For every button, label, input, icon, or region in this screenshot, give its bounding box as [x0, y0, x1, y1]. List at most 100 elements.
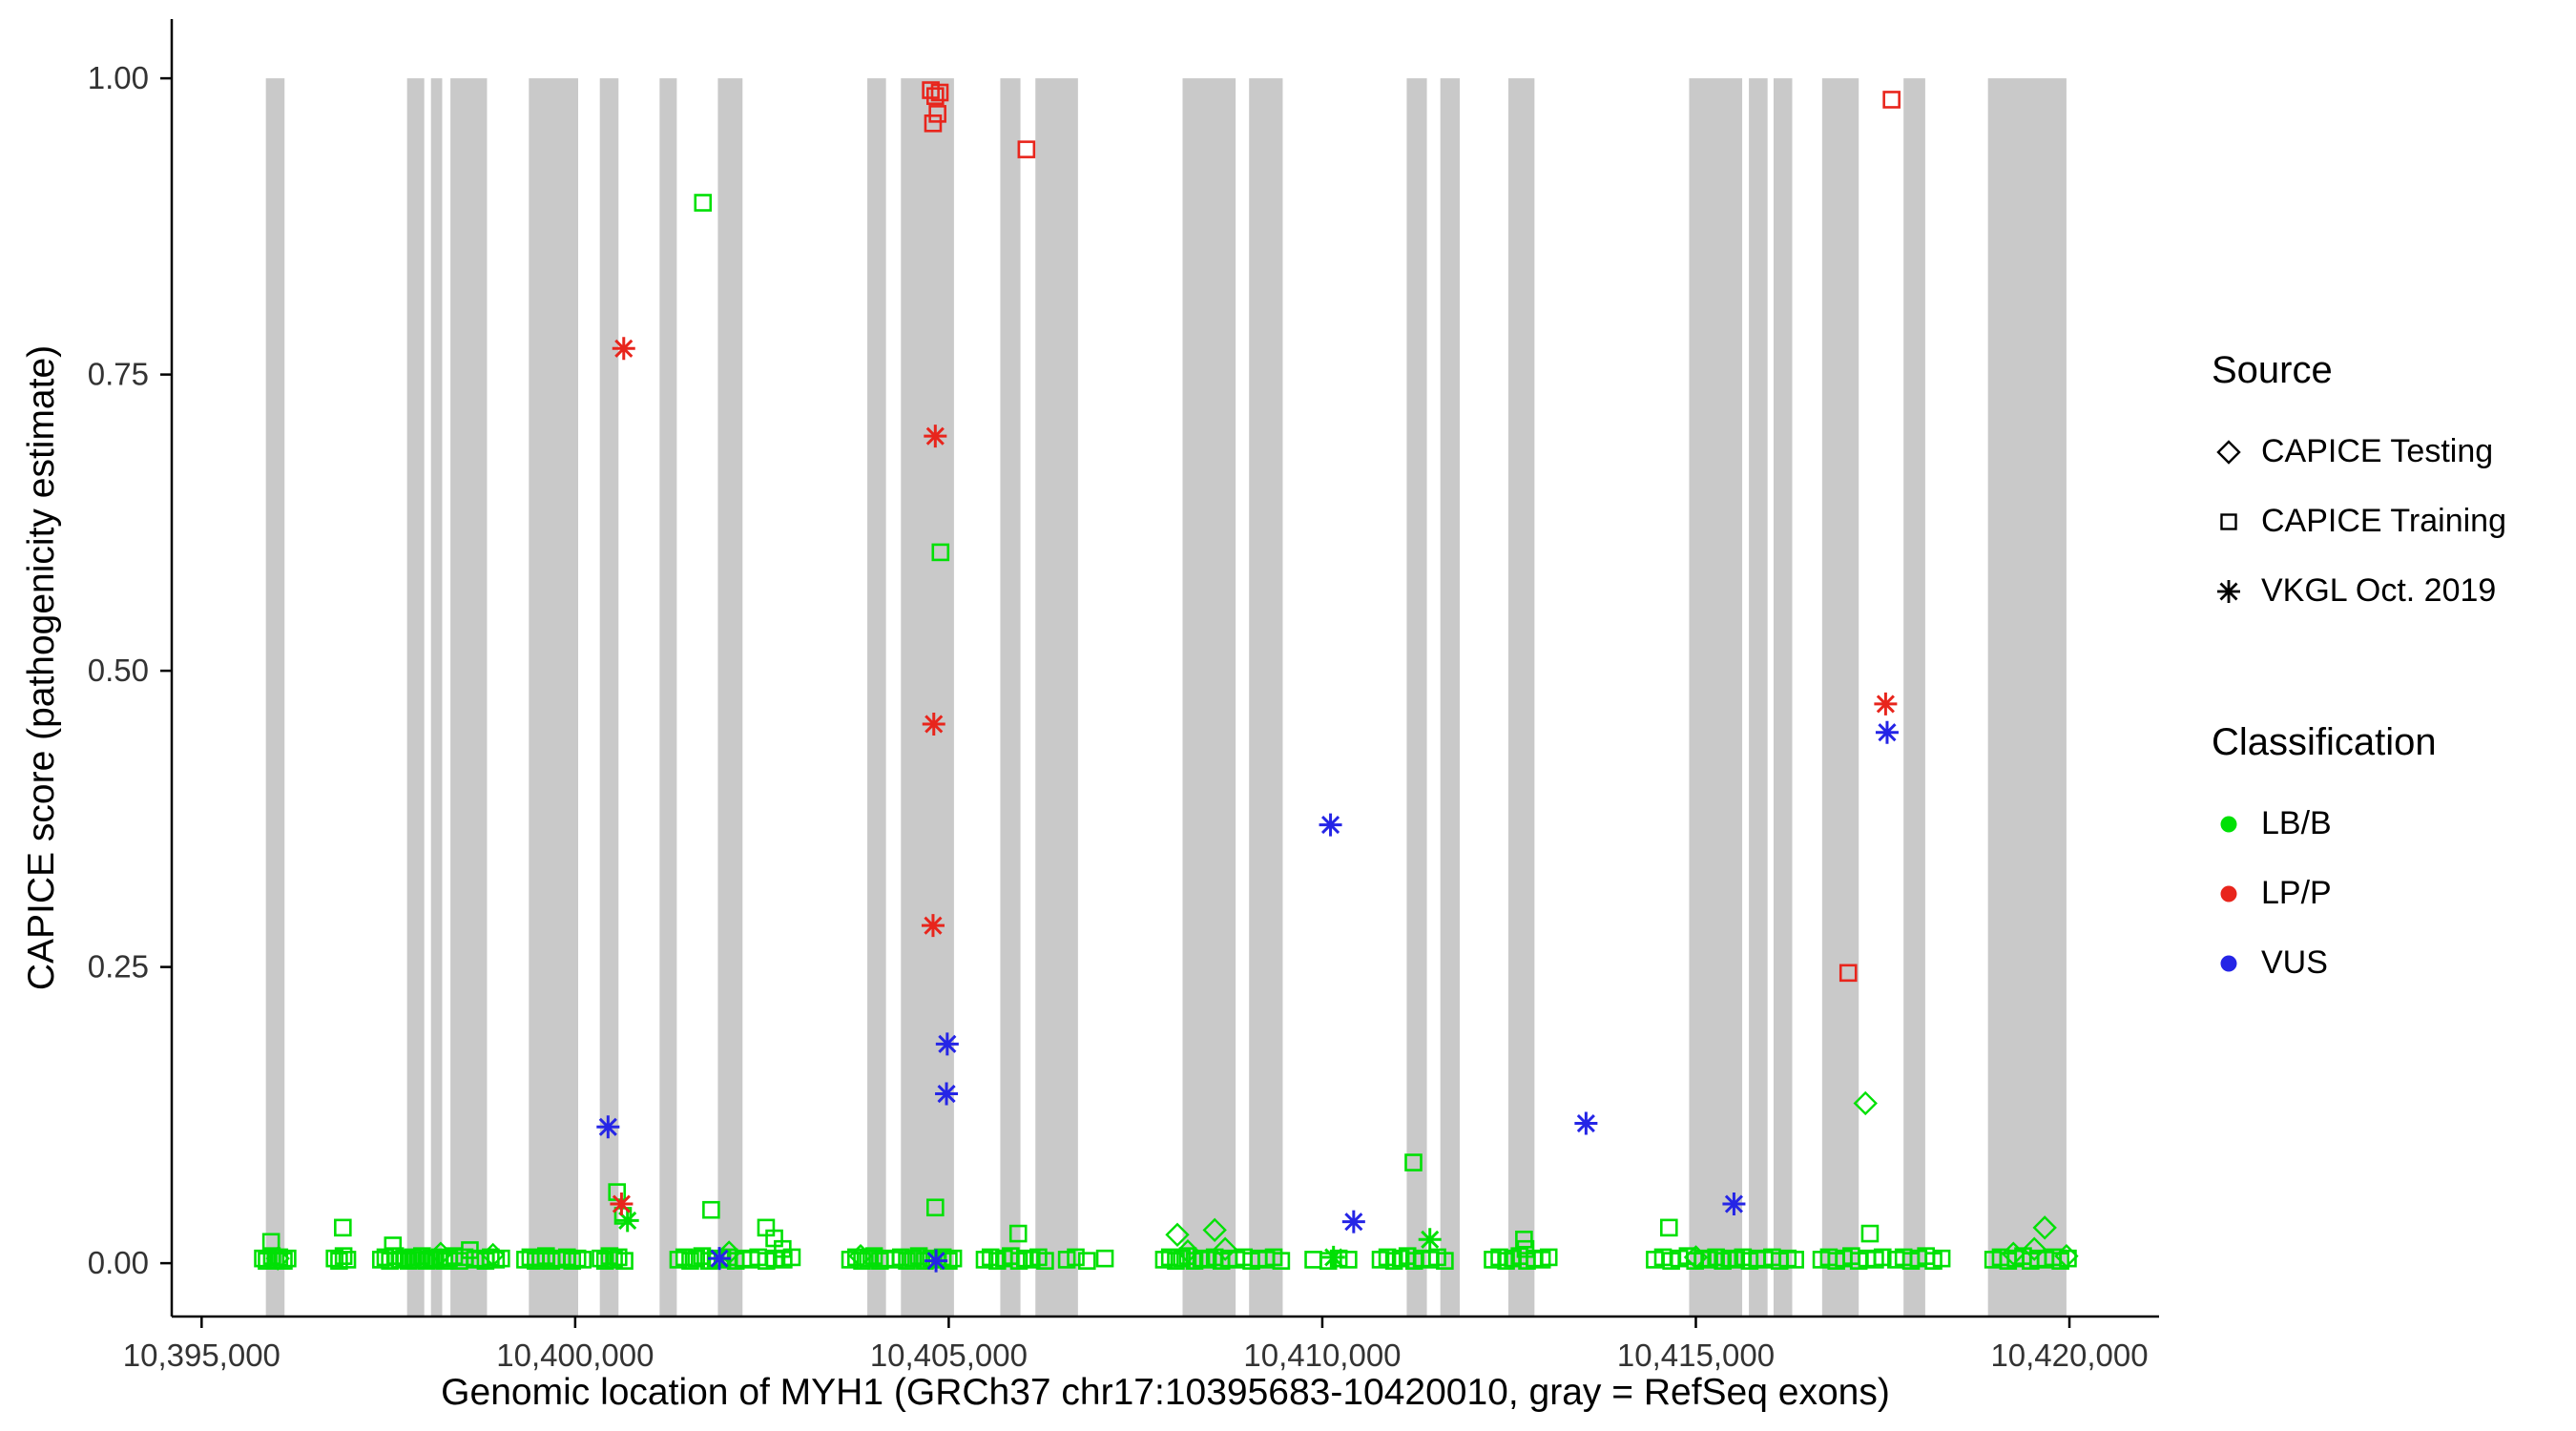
data-point	[681, 1252, 699, 1270]
data-point	[404, 1248, 423, 1267]
data-point	[931, 543, 950, 562]
legend-item-label: CAPICE Training	[2261, 503, 2506, 539]
data-point	[1095, 1249, 1114, 1268]
legend-item-capice-testing: CAPICE Testing	[2212, 417, 2506, 487]
data-point	[615, 1209, 639, 1233]
data-point	[975, 1251, 994, 1269]
data-point	[399, 1252, 418, 1270]
data-point	[1874, 692, 1898, 716]
legend: Source CAPICE Testing CAPICE Training VK…	[2212, 349, 2506, 998]
data-point	[1341, 1210, 1365, 1234]
data-point	[334, 1218, 352, 1237]
data-point	[596, 1115, 620, 1139]
data-point	[928, 105, 946, 123]
data-point	[1683, 1245, 1709, 1270]
data-point	[687, 1249, 706, 1268]
data-point	[904, 1249, 923, 1268]
exon-bar	[430, 78, 443, 1317]
data-point	[1515, 1230, 1533, 1249]
data-point	[909, 1247, 928, 1265]
legend-source-title: Source	[2212, 349, 2333, 391]
data-point	[395, 1249, 413, 1268]
data-point	[2054, 1243, 2079, 1269]
data-point	[885, 1251, 904, 1269]
exon-bar	[529, 78, 578, 1317]
data-point	[1272, 1252, 1291, 1270]
legend-classification-title: Classification	[2212, 721, 2437, 763]
data-point	[1516, 1239, 1535, 1258]
data-point	[1574, 1111, 1598, 1135]
legend-item-label: LP/P	[2261, 875, 2332, 911]
legend-item-label: VUS	[2261, 944, 2328, 981]
data-point	[1165, 1222, 1190, 1247]
legend-item-vus: VUS	[2212, 928, 2506, 998]
data-point	[1722, 1192, 1746, 1216]
data-point	[325, 1249, 344, 1268]
data-point	[338, 1251, 357, 1269]
data-point	[669, 1251, 688, 1269]
data-point	[1173, 1249, 1192, 1268]
data-point	[1853, 1090, 1878, 1116]
data-point	[924, 425, 947, 448]
data-point	[1319, 813, 1342, 837]
data-point	[428, 1241, 453, 1266]
exon-bar	[1000, 78, 1021, 1317]
data-point	[1659, 1218, 1678, 1237]
exon-bar	[450, 78, 488, 1317]
exon-bar	[901, 78, 954, 1317]
data-point	[413, 1247, 431, 1265]
data-point	[1017, 140, 1036, 158]
data-point	[708, 1247, 731, 1271]
data-point	[926, 1198, 945, 1217]
data-point	[848, 1243, 873, 1269]
data-point	[612, 337, 635, 361]
data-point	[482, 1248, 500, 1267]
circle-icon	[2212, 807, 2261, 841]
y-axis-title: CAPICE score (pathogenicity estimate)	[21, 344, 62, 991]
data-point	[1057, 1251, 1076, 1269]
exon-bar	[1406, 78, 1427, 1317]
data-point	[615, 1252, 634, 1270]
data-point	[694, 194, 713, 212]
data-point	[717, 1240, 741, 1265]
data-point	[1036, 1252, 1054, 1270]
data-point	[1067, 1248, 1085, 1267]
asterisk-icon	[2212, 574, 2261, 609]
x-tick-label: 10,395,000	[123, 1338, 280, 1373]
data-point	[481, 1242, 506, 1268]
x-tick-label: 10,420,000	[1990, 1338, 2148, 1373]
data-point	[891, 1248, 910, 1267]
exon-bar	[1821, 78, 1859, 1317]
exon-bar	[1182, 78, 1236, 1317]
data-point	[563, 1252, 582, 1270]
data-point	[675, 1248, 694, 1267]
data-point	[864, 1247, 883, 1265]
data-point	[898, 1252, 916, 1270]
circle-icon	[2212, 877, 2261, 911]
data-point	[926, 87, 945, 106]
data-point	[279, 1249, 297, 1268]
exon-bar	[406, 78, 425, 1317]
x-tick-label: 10,400,000	[496, 1338, 654, 1373]
data-point	[609, 1248, 628, 1267]
exon-bar	[1689, 78, 1743, 1317]
data-point	[1167, 1252, 1185, 1270]
y-tick-label: 1.00	[88, 60, 149, 95]
legend-item-label: VKGL Oct. 2019	[2261, 572, 2497, 609]
legend-source: Source CAPICE Testing CAPICE Training VK…	[2212, 349, 2506, 626]
data-point	[841, 1251, 860, 1269]
data-point	[924, 1249, 948, 1273]
exon-bar	[265, 78, 285, 1317]
legend-item-vkgl: VKGL Oct. 2019	[2212, 556, 2506, 626]
data-point	[592, 1249, 610, 1268]
data-point	[258, 1252, 276, 1270]
data-point	[1539, 1248, 1558, 1267]
data-point	[1077, 1252, 1096, 1270]
data-point	[921, 914, 945, 938]
data-point	[2001, 1241, 2025, 1266]
legend-item-label: CAPICE Testing	[2261, 433, 2494, 469]
legend-item-lbb: LB/B	[2212, 789, 2506, 859]
data-point	[492, 1249, 510, 1268]
data-point	[782, 1248, 801, 1267]
